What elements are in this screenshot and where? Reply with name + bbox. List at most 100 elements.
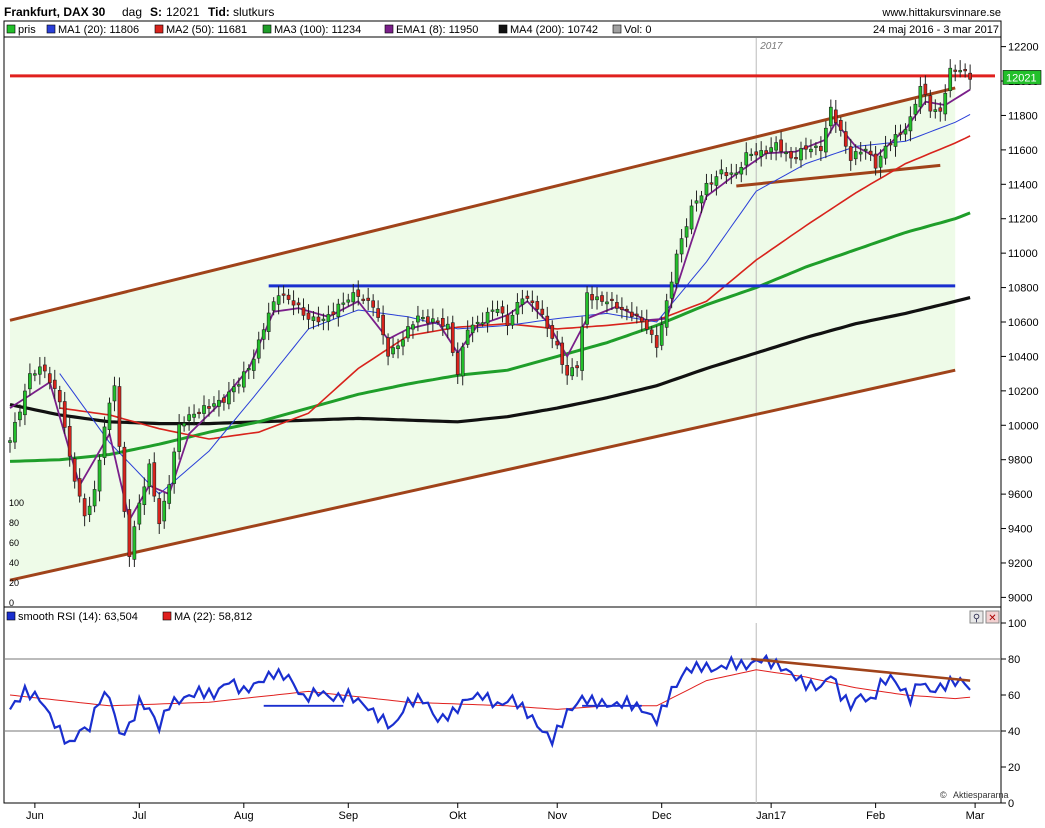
candle-down [117, 386, 122, 447]
candle-down [52, 379, 57, 389]
candle-down [371, 300, 375, 308]
legend-label: EMA1 (8): 11950 [396, 24, 478, 36]
legend-swatch [384, 24, 394, 34]
candle-up [431, 318, 435, 323]
candle-up [445, 323, 450, 330]
month-label: Jun [26, 810, 44, 822]
candle-down [644, 319, 649, 330]
candle-down [615, 302, 619, 309]
candle-up [147, 463, 152, 487]
candle-down [545, 315, 550, 329]
rsi-legend-label: smooth RSI (14): 63,504 [18, 611, 138, 623]
price-tick-label: 10400 [1008, 351, 1039, 363]
candle-up [177, 423, 181, 452]
candle-up [321, 318, 326, 321]
candle-up [689, 205, 694, 230]
candle-down [634, 313, 639, 316]
watermark-text: Aktiespararna [953, 790, 1009, 800]
candle-up [475, 321, 480, 325]
candle-up [943, 92, 948, 115]
rsi-tick-label: 20 [1008, 762, 1020, 774]
price-tick-label: 9000 [1008, 592, 1032, 604]
rsi-legend-swatch [6, 611, 16, 621]
price-axis: 9000 9200 9400 9600 9800 10000 10200 10400 10600… [1001, 42, 1042, 604]
candle-down [62, 401, 67, 428]
candle-up [570, 367, 574, 377]
candle-up [824, 127, 828, 153]
candle-down [938, 107, 943, 112]
candle-up [87, 505, 92, 515]
month-label: Okt [449, 810, 466, 822]
candle-down [953, 69, 958, 72]
candle-up [212, 403, 216, 407]
candle-up [828, 106, 833, 127]
candle-up [256, 339, 261, 359]
month-label: Aug [234, 810, 254, 822]
candle-down [649, 329, 654, 335]
candle-down [122, 446, 127, 512]
volume-tick-label: 80 [9, 518, 19, 528]
candle-down [505, 314, 510, 326]
candle-up [167, 484, 172, 504]
candle-down [819, 145, 823, 152]
legend-swatch [154, 24, 164, 34]
candle-up [814, 145, 818, 148]
legend-swatch [46, 24, 56, 34]
price-tick-label: 10800 [1008, 283, 1039, 295]
candle-down [42, 364, 47, 372]
candle-up [346, 299, 351, 303]
legend-label: MA1 (20): 11806 [58, 24, 139, 36]
candle-up [490, 309, 495, 312]
candle-down [928, 95, 933, 112]
last-label: S: [150, 5, 162, 19]
candle-down [630, 311, 634, 317]
zoom-button[interactable] [969, 610, 984, 624]
price-tick-label: 12200 [1008, 42, 1039, 54]
candle-up [734, 172, 739, 175]
price-tick-label: 11600 [1008, 145, 1038, 157]
candle-up [918, 86, 923, 108]
candle-down [82, 498, 87, 517]
candle-down [620, 306, 624, 310]
candle-down [794, 157, 798, 160]
candle-up [396, 345, 400, 350]
candle-down [540, 308, 545, 315]
candle-up [132, 526, 137, 560]
month-label: Dec [652, 810, 672, 822]
instrument-title: Frankfurt, DAX 30 [4, 5, 106, 19]
candle-down [152, 462, 157, 497]
month-label: Jan17 [756, 810, 786, 822]
candle-down [197, 411, 201, 415]
candle-down [843, 131, 848, 147]
candle-down [500, 306, 505, 314]
candle-up [799, 148, 803, 161]
candle-up [605, 301, 609, 305]
candle-down [764, 150, 769, 154]
candle-down [888, 143, 893, 146]
rsi-legend: smooth RSI (14): 63,504 MA (22): 58,812 [6, 611, 252, 623]
candle-up [595, 296, 599, 301]
watermark: © [940, 790, 947, 800]
candle-down [898, 132, 903, 135]
price-tick-label: 9200 [1008, 558, 1032, 570]
candle-down [356, 289, 361, 297]
legend-swatch [262, 24, 272, 34]
candle-down [291, 300, 296, 306]
candle-up [241, 371, 246, 388]
candle-up [674, 253, 679, 284]
candle-up [769, 147, 773, 153]
candle-down [754, 151, 759, 156]
last-price-tag-label: 12021 [1006, 72, 1037, 84]
candle-up [664, 300, 669, 328]
candle-down [639, 317, 644, 322]
candle-up [948, 67, 953, 91]
volume-axis: 100 80 60 40 20 0 [9, 498, 24, 608]
legend-swatch [612, 24, 622, 34]
candle-down [301, 307, 306, 316]
candle-up [809, 148, 813, 153]
close-panel-button[interactable] [985, 610, 1000, 624]
rsi-trendline [751, 657, 971, 682]
site-url[interactable]: www.hittakursvinnare.se [881, 7, 1001, 19]
candle-down [963, 69, 967, 72]
ma20-line [59, 113, 971, 495]
